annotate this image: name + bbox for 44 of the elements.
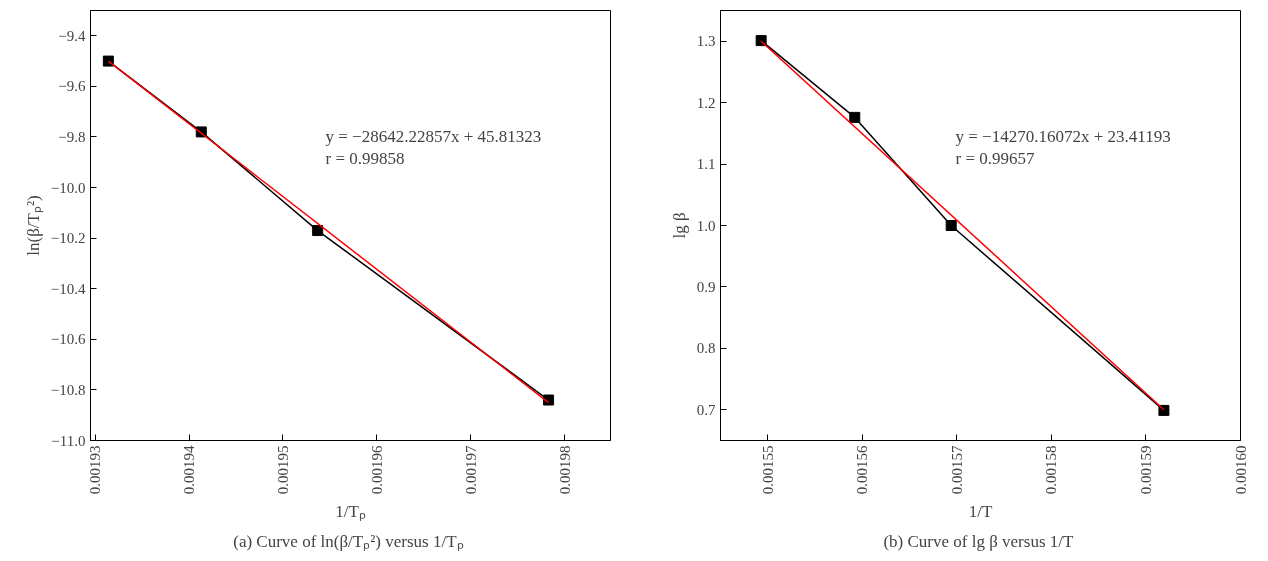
x-tick-label: 0.00158 [1043,445,1060,495]
x-tick-label: 0.00193 [87,445,104,495]
x-tick-label: 0.00196 [368,445,385,495]
x-axis-title: 1/Tₚ [335,502,366,523]
y-tick-label: −10.4 [50,280,86,297]
y-tick-label: 1.3 [696,33,716,50]
y-tick-label: −11.0 [51,432,86,449]
point [312,225,324,237]
y-tick-label: −10.2 [50,230,86,247]
y-tick-label: 0.9 [696,278,716,295]
y-tick-label: −10.6 [50,331,86,348]
x-tick-label: 0.00156 [854,445,871,495]
y-axis-title: ln(β/Tₚ²) [23,195,44,256]
point [849,111,861,123]
y-tick-label: −9.4 [58,27,86,44]
annotation: r = 0.99858 [325,148,405,168]
point [755,35,767,47]
y-tick-label: 0.8 [696,340,716,357]
y-tick-label: 1.0 [696,217,716,234]
x-tick-label: 0.00197 [462,445,479,495]
y-tick-label: 1.2 [696,94,716,111]
annotation: y = −28642.22857x + 45.81323 [325,126,542,146]
text: (a) Curve of ln(β/Tₚ²) versus 1/Tₚ [233,531,464,552]
x-tick-label: 0.00159 [1137,445,1154,495]
x-tick-label: 0.00157 [948,445,965,495]
y-tick-label: 1.1 [696,156,716,173]
x-axis-title: 1/T [968,502,993,522]
x-tick-label: 0.00195 [274,445,291,495]
y-axis-title: lg β [669,212,689,239]
x-tick-label: 0.00194 [181,445,198,495]
point [102,55,114,67]
x-tick-label: 0.00198 [556,445,573,495]
y-tick-label: −9.6 [58,78,86,95]
text: (b) Curve of lg β versus 1/T [883,531,1074,551]
x-tick-label: 0.00155 [759,445,776,495]
y-tick-label: 0.7 [696,401,716,418]
point [945,220,957,231]
y-tick-label: −10.8 [50,381,86,398]
x-tick-label: 0.00160 [1232,445,1249,495]
point [543,394,555,406]
annotation: r = 0.99657 [955,148,1035,168]
annotation: y = −14270.16072x + 23.41193 [955,126,1171,146]
y-tick-label: −10.0 [50,179,86,196]
y-tick-label: −9.8 [58,128,86,145]
